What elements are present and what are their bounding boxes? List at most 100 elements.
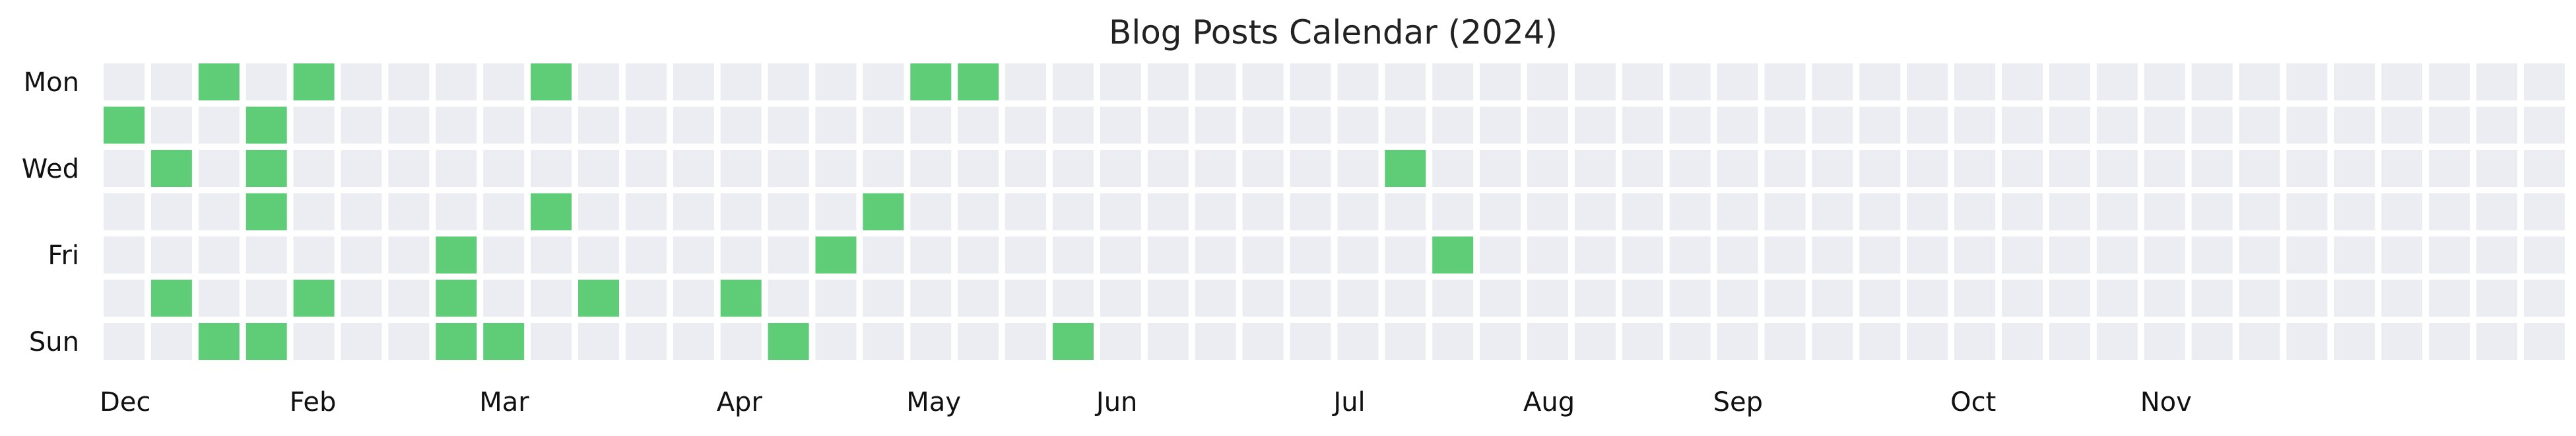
empty-cell bbox=[1574, 63, 1616, 100]
empty-cell bbox=[1622, 279, 1663, 317]
empty-cell bbox=[2191, 150, 2233, 187]
empty-cell bbox=[720, 106, 762, 144]
empty-cell bbox=[483, 106, 525, 144]
empty-cell bbox=[1480, 150, 1521, 187]
empty-cell bbox=[341, 193, 382, 231]
empty-cell bbox=[2096, 193, 2138, 231]
day-labels: Mon Wed Fri Sun bbox=[22, 67, 79, 357]
empty-cell bbox=[815, 193, 857, 231]
empty-cell bbox=[198, 150, 240, 187]
empty-cell bbox=[910, 323, 952, 360]
empty-cell bbox=[1812, 323, 1853, 360]
empty-cell bbox=[2429, 106, 2470, 144]
empty-cell bbox=[815, 279, 857, 317]
empty-cell bbox=[863, 106, 904, 144]
empty-cell bbox=[2286, 323, 2328, 360]
empty-cell bbox=[910, 193, 952, 231]
empty-cell bbox=[1005, 279, 1047, 317]
month-label-feb: Feb bbox=[290, 387, 337, 418]
empty-cell bbox=[1907, 279, 1948, 317]
day-label-fri: Fri bbox=[48, 240, 79, 271]
empty-cell bbox=[2286, 106, 2328, 144]
empty-cell bbox=[246, 279, 287, 317]
empty-cell bbox=[1622, 106, 1663, 144]
empty-cell bbox=[2523, 63, 2565, 100]
empty-cell bbox=[2049, 279, 2090, 317]
empty-cell bbox=[1053, 150, 1094, 187]
empty-cell bbox=[104, 193, 145, 231]
empty-cell bbox=[198, 236, 240, 273]
empty-cell bbox=[388, 106, 430, 144]
post-cell bbox=[104, 106, 145, 144]
empty-cell bbox=[1527, 279, 1568, 317]
empty-cell bbox=[1432, 193, 1474, 231]
empty-cell bbox=[768, 279, 809, 317]
post-cell bbox=[720, 279, 762, 317]
empty-cell bbox=[388, 150, 430, 187]
empty-cell bbox=[1385, 106, 1426, 144]
empty-cell bbox=[2381, 63, 2423, 100]
empty-cell bbox=[2049, 236, 2090, 273]
empty-cell bbox=[2334, 106, 2375, 144]
empty-cell bbox=[150, 236, 192, 273]
empty-cell bbox=[2144, 236, 2185, 273]
post-cell bbox=[531, 63, 572, 100]
empty-cell bbox=[2002, 150, 2043, 187]
empty-cell bbox=[1242, 279, 1284, 317]
empty-cell bbox=[1669, 106, 1711, 144]
empty-cell bbox=[2239, 193, 2280, 231]
empty-cell bbox=[1764, 236, 1806, 273]
empty-cell bbox=[1527, 150, 1568, 187]
empty-cell bbox=[1622, 63, 1663, 100]
empty-cell bbox=[1480, 323, 1521, 360]
month-label-jun: Jun bbox=[1094, 387, 1138, 418]
empty-cell bbox=[483, 236, 525, 273]
empty-cell bbox=[910, 150, 952, 187]
empty-cell bbox=[1337, 106, 1379, 144]
empty-cell bbox=[1907, 150, 1948, 187]
empty-cell bbox=[1622, 150, 1663, 187]
post-cell bbox=[246, 193, 287, 231]
empty-cell bbox=[1574, 279, 1616, 317]
empty-cell bbox=[1574, 323, 1616, 360]
empty-cell bbox=[578, 193, 619, 231]
empty-cell bbox=[1100, 106, 1141, 144]
empty-cell bbox=[1622, 323, 1663, 360]
empty-cell bbox=[1669, 63, 1711, 100]
empty-cell bbox=[1385, 193, 1426, 231]
empty-cell bbox=[2096, 63, 2138, 100]
day-label-wed: Wed bbox=[22, 154, 79, 184]
empty-cell bbox=[1764, 323, 1806, 360]
empty-cell bbox=[673, 63, 714, 100]
empty-cell bbox=[150, 63, 192, 100]
day-label-mon: Mon bbox=[24, 67, 79, 98]
empty-cell bbox=[863, 236, 904, 273]
empty-cell bbox=[1290, 279, 1331, 317]
empty-cell bbox=[1812, 279, 1853, 317]
empty-cell bbox=[2381, 150, 2423, 187]
empty-cell bbox=[1100, 236, 1141, 273]
empty-cell bbox=[2523, 236, 2565, 273]
empty-cell bbox=[2523, 106, 2565, 144]
post-cell bbox=[198, 63, 240, 100]
post-cell bbox=[1053, 323, 1094, 360]
empty-cell bbox=[2381, 323, 2423, 360]
empty-cell bbox=[673, 150, 714, 187]
empty-cell bbox=[1954, 193, 1996, 231]
empty-cell bbox=[436, 193, 477, 231]
empty-cell bbox=[578, 323, 619, 360]
empty-cell bbox=[1432, 150, 1474, 187]
empty-cell bbox=[483, 150, 525, 187]
empty-cell bbox=[1005, 193, 1047, 231]
empty-cell bbox=[1337, 63, 1379, 100]
post-cell bbox=[1432, 236, 1474, 273]
empty-cell bbox=[815, 150, 857, 187]
empty-cell bbox=[1812, 150, 1853, 187]
empty-cell bbox=[2002, 193, 2043, 231]
empty-cell bbox=[1527, 106, 1568, 144]
post-cell bbox=[436, 236, 477, 273]
empty-cell bbox=[341, 279, 382, 317]
empty-cell bbox=[625, 106, 667, 144]
empty-cell bbox=[673, 279, 714, 317]
empty-cell bbox=[246, 236, 287, 273]
